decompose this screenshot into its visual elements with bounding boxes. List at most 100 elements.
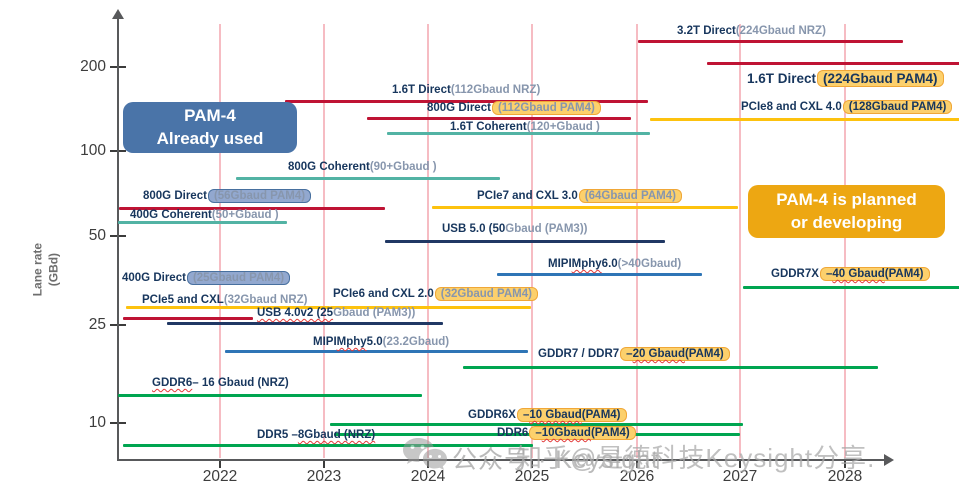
series-line-usb-4-0v2 (167, 322, 443, 325)
label-text: 400G Coherent (130, 209, 212, 221)
series-label-mipi-mphy-6-0: MIPI Mphy 6.0 (>40Gbaud) (548, 258, 681, 270)
y-tick-label-100: 100 (80, 142, 106, 159)
series-label-3p2t-direct-224nrz: 3.2T Direct (224Gbaud NRZ) (677, 25, 826, 37)
highlight-box: – 10 Gbaud (PAM4) (516, 408, 627, 422)
highlight-box: – 20 Gbaud (PAM4) (620, 347, 730, 361)
label-text: PCIe8 and CXL 4.0 (741, 101, 842, 113)
series-line-gddr6 (118, 394, 422, 397)
series-label-400g-coherent: 400G Coherent (50+Gbaud ) (130, 209, 279, 221)
series-line-pcie5-cxl (126, 306, 330, 309)
x-tick-label-2022: 2022 (202, 468, 238, 485)
x-tick-2028 (844, 460, 846, 468)
y-axis-title-line1: Lane rate (30, 242, 45, 297)
label-text: 800G Coherent (288, 161, 370, 173)
series-label-usb-5-0: USB 5.0 (50 Gbaud (PAM3)) (442, 223, 587, 235)
x-tick-2023 (323, 460, 325, 468)
label-text: (PAM4) (590, 427, 630, 439)
y-tick-label-10: 10 (88, 414, 106, 431)
series-line-400g-direct-25pam4 (123, 317, 253, 320)
series-line-1p6t-coherent (387, 132, 650, 135)
label-text: – (535, 427, 542, 439)
series-label-1p6t-coherent: 1.6T Coherent (120+Gbaud ) (450, 121, 600, 133)
x-tick-label-2023: 2023 (306, 468, 342, 485)
series-line-gddr6x (330, 423, 743, 426)
series-label-gddr6x: GDDR6X – 10 Gbaud (PAM4) (468, 408, 628, 422)
series-line-pcie8-cxl4 (650, 118, 959, 121)
series-label-gddr7x: GDDR7X – 40 Gbaud (PAM4) (771, 267, 931, 281)
series-label-800g-coherent: 800G Coherent (90+Gbaud ) (288, 161, 437, 173)
label-text: USB 4.0v2 (25 (257, 307, 334, 319)
wechat-icon (401, 436, 449, 479)
label-text: GDDR7X (771, 268, 819, 280)
label-text: Mphy (336, 336, 367, 348)
series-label-pcie7-cxl3: PCIe7 and CXL 3.0 (64Gbaud PAM4) (477, 189, 683, 203)
series-line-usb-5-0 (385, 240, 665, 243)
label-text: GDDR7 / DDR7 (538, 348, 620, 360)
label-text: 20 Gbaud (632, 348, 685, 360)
highlight-box: – 10Gbaud (PAM4) (529, 426, 636, 440)
x-tick-2025 (531, 460, 533, 468)
label-text: (50+Gbaud ) (211, 209, 279, 221)
series-label-1p6t-direct-112nrz: 1.6T Direct (112Gbaud NRZ) (392, 84, 540, 96)
x-axis-arrow (884, 454, 894, 466)
label-text: (224Gbaud NRZ) (735, 25, 826, 37)
label-text: MIPI (313, 336, 337, 348)
label-text: (PAM4) (884, 268, 924, 280)
label-text: (112Gbaud NRZ) (450, 84, 541, 96)
label-text: GDDR6 (152, 377, 193, 389)
y-axis-title: Lane rate (GBd) (30, 210, 61, 330)
callout-line2: or developing (790, 212, 903, 232)
x-tick-2027 (739, 460, 741, 468)
series-line-400g-coherent (118, 221, 287, 224)
label-text: (PAM4) (684, 348, 724, 360)
label-text: USB 5.0 (50 (442, 223, 506, 235)
label-text: (23.2Gbaud) (382, 336, 450, 348)
series-label-1p6t-direct-224pam4: 1.6T Direct (224Gbaud PAM4) (747, 70, 945, 87)
label-text: PCIe5 and CXL (142, 294, 224, 306)
highlight-box: (128Gbaud PAM4) (842, 100, 953, 114)
x-tick-label-2024: 2024 (410, 468, 446, 485)
label-text: 800G Direct (143, 190, 207, 202)
label-text: 5.0 (366, 336, 383, 348)
gridline-2027 (739, 24, 741, 458)
series-line-1p6t-direct-224pam4 (707, 62, 959, 65)
label-text: – (825, 268, 833, 280)
series-line-mipi-mphy-6-0 (497, 273, 702, 276)
x-tick-2022 (219, 460, 221, 468)
gridline-2028 (844, 24, 846, 458)
callout-line1: PAM-4 is planned (776, 189, 917, 209)
label-text: (90+Gbaud ) (369, 161, 437, 173)
highlight-box: (56Gbaud PAM4) (207, 189, 312, 203)
x-tick-label-2027: 2027 (722, 468, 758, 485)
label-text: (PAM4) (581, 409, 621, 421)
label-text: – (626, 348, 633, 360)
label-text: 3.2T Direct (677, 25, 736, 37)
series-label-gddr7-ddr7: GDDR7 / DDR7 – 20 Gbaud (PAM4) (538, 347, 731, 361)
highlight-box: (224Gbaud PAM4) (817, 70, 944, 87)
y-axis-arrow (112, 9, 124, 19)
label-text: 40 Gbaud (832, 268, 885, 280)
gridline-2023 (323, 24, 325, 458)
highlight-box: (64Gbaud PAM4) (578, 189, 682, 203)
label-text: 1.6T Direct (747, 71, 817, 86)
series-label-mipi-mphy-5-0: MIPI Mphy 5.0 (23.2Gbaud) (313, 336, 449, 348)
label-text: DDR5 – (257, 429, 298, 441)
callout-line2: Already used (156, 128, 264, 148)
series-label-800g-direct-56pam4: 800G Direct (56Gbaud PAM4) (143, 189, 312, 203)
series-line-pcie7-cxl3 (432, 206, 738, 209)
gridline-2022 (219, 24, 221, 458)
series-line-gddr7x (743, 286, 959, 289)
callout-pam4-used: PAM-4 Already used (123, 102, 297, 153)
series-label-800g-direct-112pam4: 800G Direct (112Gbaud PAM4) (427, 101, 602, 115)
callout-pam4-planned: PAM-4 is planned or developing (748, 185, 945, 238)
label-text: Mphy (571, 258, 602, 270)
highlight-box: (32Gbaud PAM4) (434, 287, 538, 301)
y-tick-label-50: 50 (88, 227, 106, 244)
label-text: 800G Direct (427, 102, 491, 114)
series-label-pcie6-cxl2: PCIe6 and CXL 2.0 (32Gbaud PAM4) (333, 287, 539, 301)
label-text: (>40Gbaud) (617, 258, 682, 270)
series-label-gddr6: GDDR6 – 16 Gbaud (NRZ) (152, 377, 289, 389)
series-label-ddr6: DDR6 – 10Gbaud (PAM4) (497, 426, 637, 440)
series-label-usb-4-0v2: USB 4.0v2 (25 Gbaud (PAM3)) (257, 307, 415, 319)
